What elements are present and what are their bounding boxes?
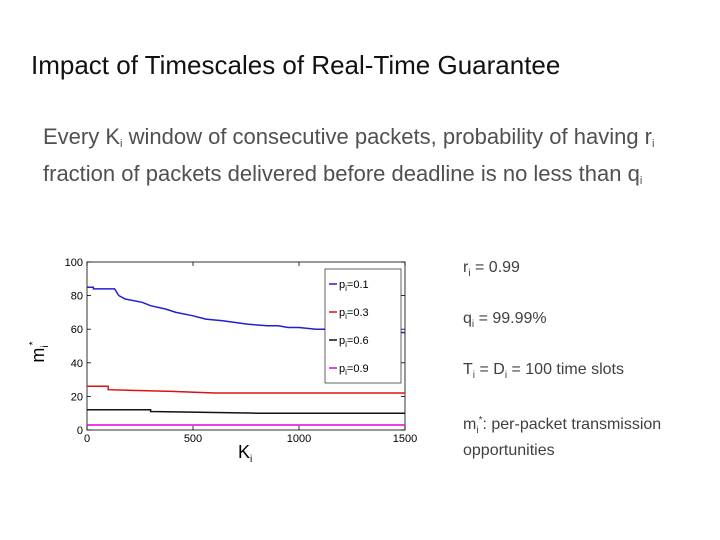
- note-r-sym: r: [463, 259, 469, 276]
- desc-sub-1: i: [120, 138, 123, 150]
- note-q-text: = 99.99%: [474, 310, 547, 327]
- y-axis-label: mi*: [28, 341, 51, 362]
- note-m-sub: i: [476, 425, 479, 436]
- note-m-sym: m: [463, 416, 477, 433]
- y-tick-label: 20: [71, 391, 83, 403]
- series-line-0: [87, 286, 406, 334]
- series-line-1: [87, 385, 405, 394]
- note-m-text: : per-packet transmission opportunities: [463, 416, 662, 459]
- note-m-sup: *: [478, 415, 483, 426]
- note-q: qi = 99.99%: [463, 309, 718, 335]
- y-tick-label: 80: [71, 291, 83, 303]
- note-r-sub: i: [468, 268, 471, 279]
- note-t-mid: = D: [475, 361, 505, 378]
- legend-box: [324, 268, 402, 384]
- x-tick-label: 1500: [393, 433, 417, 445]
- x-axis-label: Ki: [238, 442, 252, 465]
- note-m: mi*: per-packet transmission opportuniti…: [463, 411, 718, 461]
- legend-label-0: pi=0.1: [339, 279, 369, 293]
- x-tick-label: 500: [184, 433, 202, 445]
- note-t-sym: T: [463, 361, 473, 378]
- series-line-2: [87, 409, 405, 414]
- note-t-sub1: i: [472, 370, 476, 381]
- slide-description: Every Ki window of consecutive packets, …: [43, 122, 683, 196]
- y-tick-label: 40: [71, 358, 83, 370]
- y-tick-label: 60: [71, 324, 83, 336]
- y-tick-label: 100: [65, 257, 83, 269]
- legend-label-3: pi=0.9: [339, 363, 369, 377]
- desc-text-1: Every K: [43, 124, 121, 149]
- desc-sub-3: i: [639, 175, 643, 187]
- note-t: Ti = Di = 100 time slots: [463, 360, 718, 386]
- note-q-sym: q: [463, 310, 472, 327]
- desc-sub-2: i: [652, 138, 655, 150]
- note-r: ri = 0.99: [463, 258, 718, 284]
- note-t-text: = 100 time slots: [507, 361, 624, 378]
- x-tick-label: 1000: [287, 433, 311, 445]
- parameter-notes: ri = 0.99 qi = 99.99% Ti = Di = 100 time…: [463, 258, 718, 461]
- legend-label-2: pi=0.6: [339, 335, 369, 349]
- y-tick-label: 0: [77, 425, 83, 437]
- desc-text-2: window of consecutive packets, probabili…: [122, 124, 652, 149]
- legend-label-1: pi=0.3: [339, 307, 369, 321]
- x-tick-label: 0: [84, 433, 90, 445]
- note-q-sub: i: [471, 319, 475, 330]
- desc-text-3: fraction of packets delivered before dea…: [43, 161, 640, 186]
- slide-title: Impact of Timescales of Real-Time Guaran…: [31, 50, 561, 80]
- note-t-sub2: i: [504, 370, 508, 381]
- note-r-text: = 0.99: [470, 259, 520, 276]
